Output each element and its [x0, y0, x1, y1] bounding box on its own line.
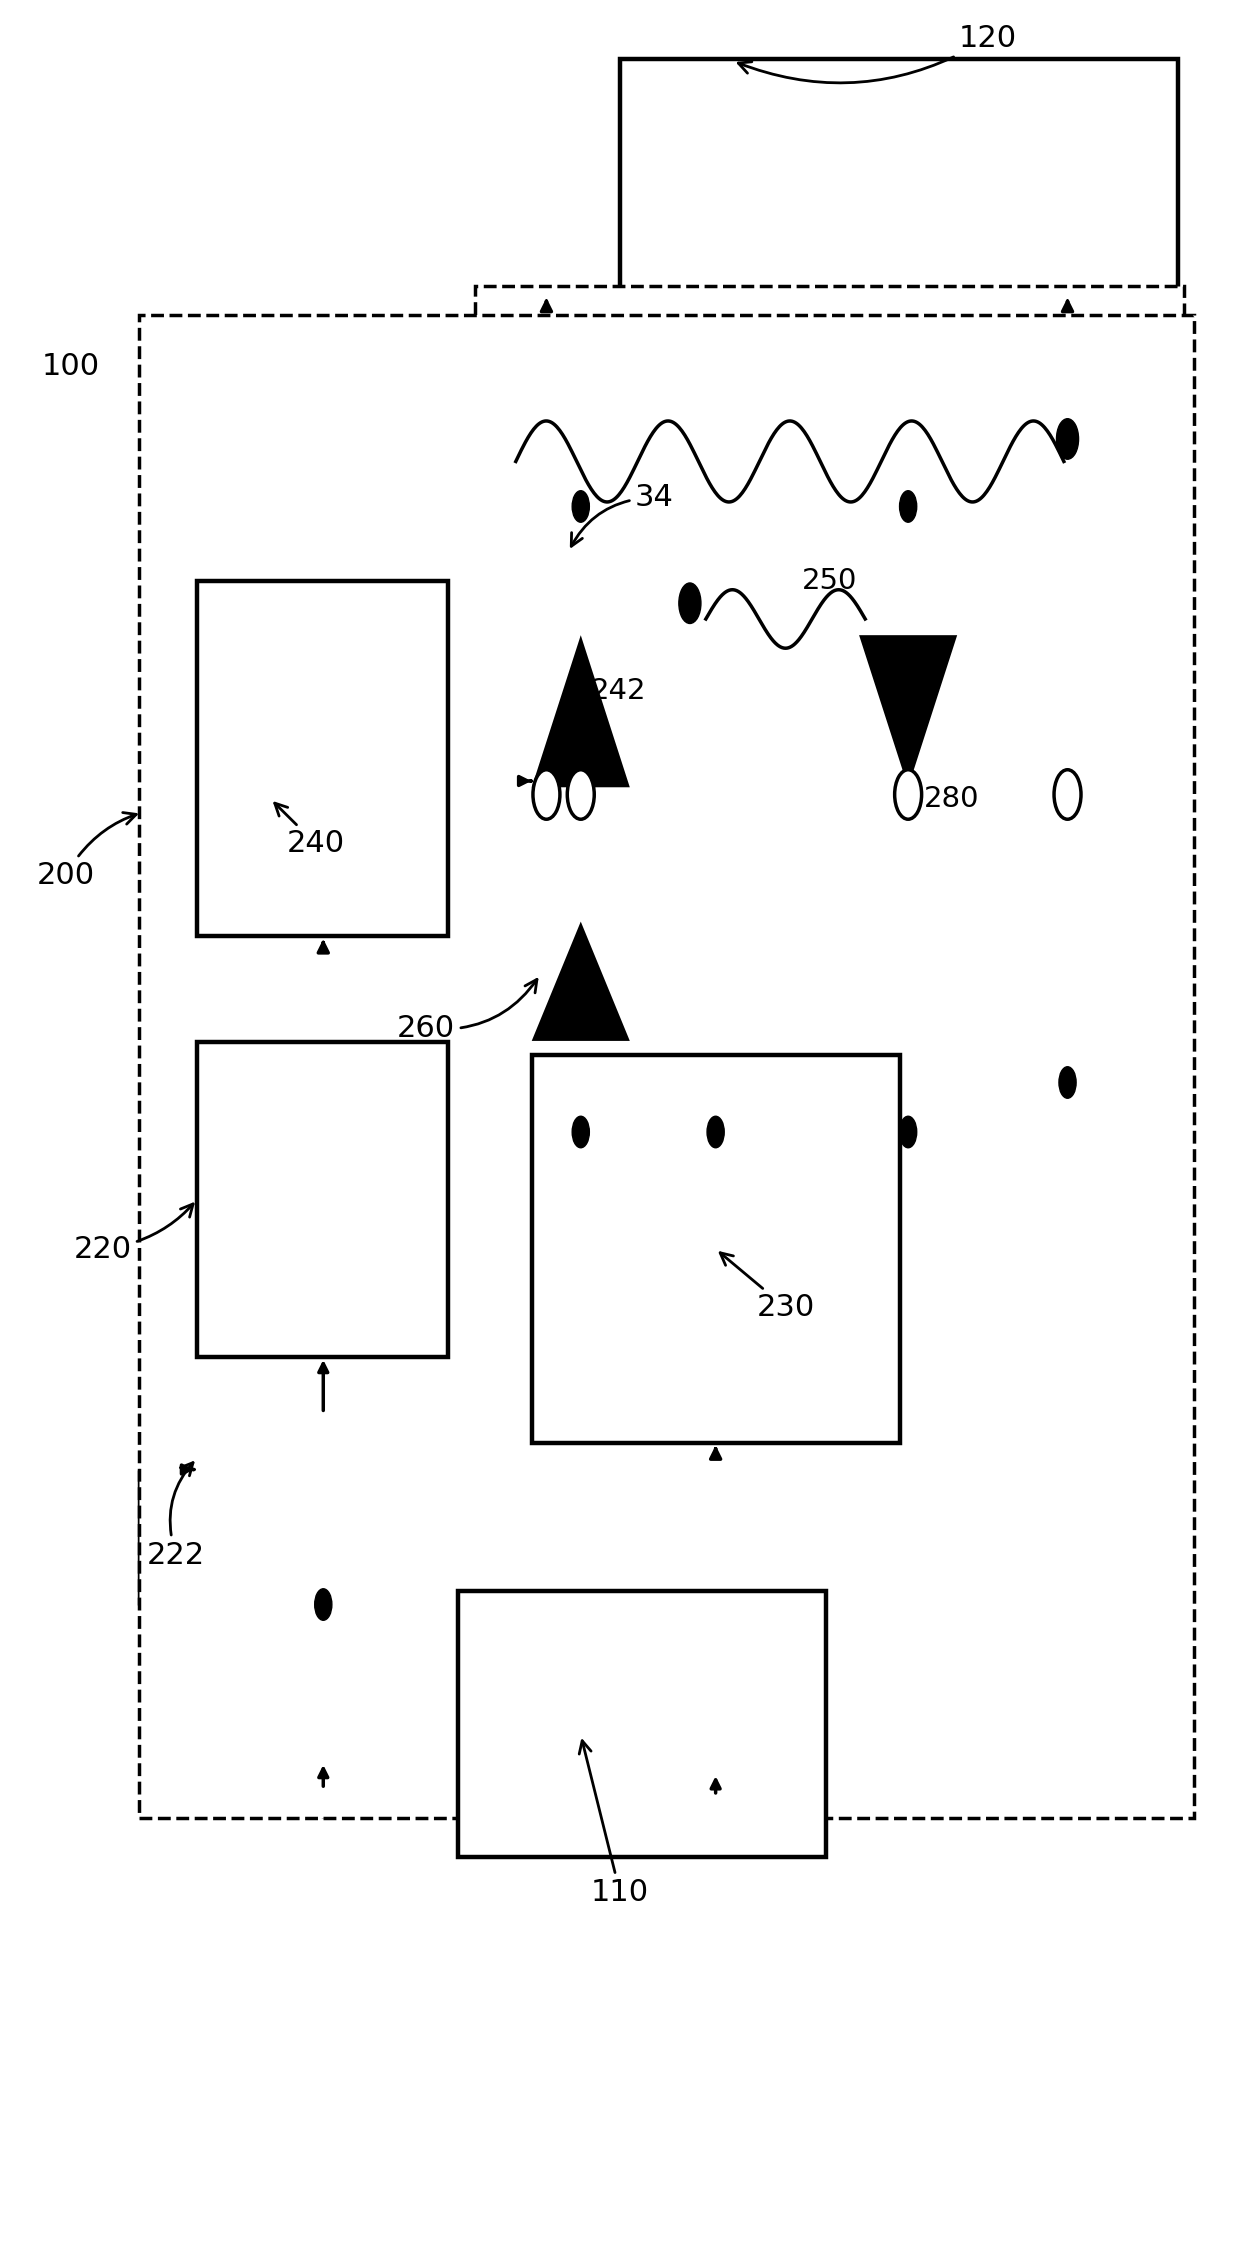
- Text: 120: 120: [738, 25, 1017, 84]
- Text: 250: 250: [801, 566, 857, 595]
- Circle shape: [572, 491, 589, 523]
- Bar: [532, 1055, 899, 1442]
- Text: 34: 34: [572, 482, 673, 546]
- Text: 222: 222: [148, 1463, 205, 1569]
- Circle shape: [1054, 770, 1081, 820]
- Text: 110: 110: [579, 1741, 649, 1906]
- Text: 100: 100: [41, 353, 99, 380]
- Text: 200: 200: [37, 813, 136, 890]
- Circle shape: [1059, 1066, 1076, 1098]
- Circle shape: [572, 1116, 589, 1148]
- Circle shape: [567, 770, 594, 820]
- Bar: [620, 59, 1178, 294]
- Text: 220: 220: [73, 1204, 193, 1263]
- Bar: [197, 582, 449, 937]
- Polygon shape: [532, 921, 630, 1041]
- Bar: [139, 315, 1194, 1818]
- Polygon shape: [532, 636, 630, 788]
- Bar: [475, 285, 1184, 804]
- Polygon shape: [859, 636, 957, 788]
- Text: 260: 260: [397, 980, 537, 1044]
- Circle shape: [315, 1589, 332, 1621]
- Text: 230: 230: [720, 1252, 815, 1322]
- Text: 242: 242: [590, 677, 646, 704]
- Bar: [458, 1592, 826, 1856]
- Text: 240: 240: [275, 804, 345, 858]
- Circle shape: [899, 1116, 916, 1148]
- Circle shape: [533, 770, 560, 820]
- Circle shape: [894, 770, 921, 820]
- Text: 280: 280: [924, 786, 980, 813]
- Bar: [197, 1041, 449, 1356]
- Circle shape: [899, 491, 916, 523]
- Circle shape: [678, 582, 701, 623]
- Circle shape: [707, 1116, 724, 1148]
- Circle shape: [1056, 419, 1079, 460]
